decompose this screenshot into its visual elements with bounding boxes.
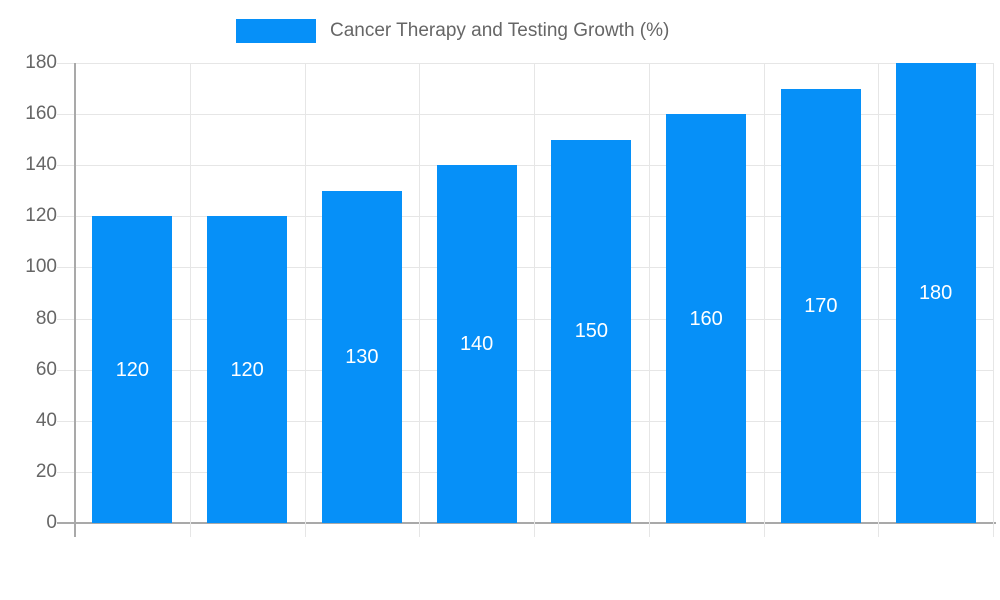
y-tick [57, 216, 75, 218]
bar-value-label: 140 [459, 333, 494, 356]
x-tick [648, 523, 650, 537]
bar[interactable]: 160 [666, 114, 747, 523]
bar[interactable]: 150 [551, 139, 632, 523]
x-gridline [304, 63, 306, 523]
x-tick [304, 523, 306, 537]
x-gridline [534, 63, 535, 523]
y-tick [57, 63, 75, 64]
y-tick [57, 318, 75, 320]
bar-value-label: 150 [574, 320, 609, 343]
y-tick-label: 80 [35, 307, 57, 329]
y-tick-label: 180 [25, 52, 57, 73]
x-axis-line [57, 522, 996, 524]
y-axis-line [74, 63, 76, 537]
y-tick-label: 140 [25, 154, 57, 176]
bar[interactable]: 180 [895, 63, 976, 523]
x-tick [419, 523, 421, 537]
bar[interactable]: 130 [321, 190, 402, 523]
x-tick [763, 523, 765, 537]
y-tick [57, 369, 75, 371]
x-gridline [878, 63, 880, 523]
x-gridline [993, 63, 994, 523]
bar-value-label: 120 [115, 358, 150, 381]
y-tick [57, 267, 75, 269]
bar-value-label: 160 [689, 307, 723, 330]
x-gridline [648, 63, 650, 523]
bar-value-label: 180 [918, 282, 953, 304]
y-tick-label: 120 [25, 205, 57, 227]
legend-swatch [236, 19, 316, 43]
y-tick [57, 420, 75, 422]
chart-legend[interactable]: Cancer Therapy and Testing Growth (%) [236, 19, 669, 43]
bar-value-label: 130 [345, 345, 379, 368]
bar[interactable]: 120 [207, 216, 288, 523]
y-tick [57, 471, 75, 473]
bar-value-label: 120 [230, 358, 264, 381]
y-tick-label: 20 [35, 460, 57, 482]
x-tick [993, 523, 994, 537]
bar[interactable]: 120 [92, 216, 173, 523]
x-gridline [763, 63, 765, 523]
y-tick [57, 114, 75, 116]
x-gridline [419, 63, 421, 523]
y-tick [57, 165, 75, 167]
x-tick [189, 523, 191, 537]
y-tick-label: 100 [25, 256, 57, 278]
bar[interactable]: 140 [436, 165, 517, 523]
x-tick [878, 523, 880, 537]
y-tick-label: 0 [46, 512, 57, 533]
y-tick-label: 160 [25, 103, 57, 125]
x-gridline [189, 63, 191, 523]
bar-value-label: 170 [804, 294, 838, 317]
y-tick-label: 60 [35, 358, 57, 380]
y-tick-label: 40 [35, 409, 57, 431]
bar[interactable]: 170 [780, 88, 861, 523]
legend-label: Cancer Therapy and Testing Growth (%) [330, 20, 670, 41]
x-tick [534, 523, 535, 537]
